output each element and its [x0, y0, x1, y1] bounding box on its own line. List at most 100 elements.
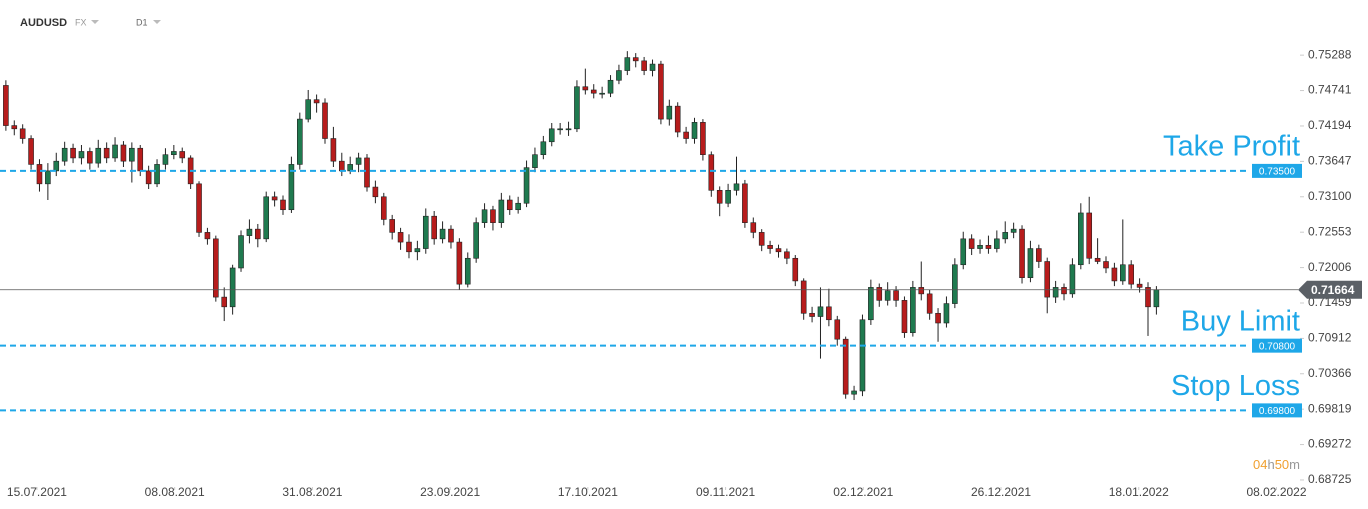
symbol[interactable]: AUDUSD	[20, 17, 67, 29]
countdown-part: h	[1267, 457, 1274, 472]
candle-body	[305, 99, 312, 120]
candle-body	[985, 245, 992, 249]
candle-body	[414, 248, 421, 253]
candle-body	[246, 228, 253, 236]
candle-body	[456, 241, 463, 285]
x-tick-label: 26.12.2021	[971, 485, 1031, 499]
candle-body	[590, 89, 597, 94]
candle-body	[154, 164, 160, 185]
candle-body	[263, 196, 270, 240]
candle-body	[758, 232, 765, 246]
candle-body	[171, 151, 177, 156]
candle-body	[624, 57, 631, 71]
candle-body	[145, 170, 152, 185]
y-tick-label: 0.75288	[1308, 47, 1352, 61]
candle-body	[968, 238, 975, 249]
candle-body	[397, 232, 404, 243]
candle-body	[649, 63, 656, 71]
candle-body	[322, 102, 328, 139]
candle-body	[750, 222, 757, 233]
last-price-tag	[1298, 280, 1362, 299]
candle-body	[1153, 289, 1160, 308]
candle-body	[204, 232, 211, 240]
candle-body	[523, 167, 530, 204]
x-tick-label: 15.07.2021	[7, 485, 67, 499]
candle-body	[826, 306, 832, 321]
candle-body	[708, 154, 715, 191]
candle-body	[582, 86, 589, 91]
candle-body	[943, 303, 950, 324]
candle-body	[994, 238, 1000, 249]
candle-body	[389, 219, 395, 233]
candle-body	[775, 248, 782, 253]
candle-body	[1069, 264, 1076, 295]
x-tick-label: 09.11.2021	[696, 485, 755, 499]
countdown: 04h50m	[1253, 457, 1300, 472]
candle-body	[868, 287, 874, 321]
candle-body	[599, 92, 605, 95]
candle-body	[893, 290, 899, 301]
level-name: Stop Loss	[1171, 370, 1300, 402]
candle-body	[616, 70, 622, 81]
candle-body	[280, 199, 286, 211]
candle-body	[297, 118, 303, 165]
level-tag	[1252, 403, 1302, 418]
y-tick-label: 0.69272	[1308, 437, 1352, 451]
candle-body	[1094, 257, 1101, 262]
candle-body	[784, 251, 790, 259]
candle-body	[1111, 267, 1118, 282]
y-tick-label: 0.70912	[1308, 331, 1352, 345]
x-tick-label: 08.08.2021	[145, 485, 205, 499]
candle-body	[213, 238, 219, 298]
candle-body	[532, 154, 538, 168]
dropdown-arrow[interactable]	[91, 20, 99, 24]
candle-body	[380, 196, 387, 220]
candle-body	[45, 170, 51, 185]
candle-body	[742, 183, 748, 223]
countdown-part: 04	[1253, 457, 1267, 472]
candle-body	[1120, 264, 1126, 282]
x-tick-label: 23.09.2021	[420, 485, 480, 499]
candle-body	[540, 141, 547, 156]
candle-body	[490, 209, 496, 223]
candle-body	[952, 264, 958, 304]
candle-body	[11, 125, 18, 130]
candle-body	[809, 312, 815, 317]
x-tick-label: 02.12.2021	[833, 485, 893, 499]
candle-body	[1002, 232, 1009, 240]
candle-body	[926, 293, 933, 314]
candle-body	[288, 164, 295, 211]
dropdown-arrow[interactable]	[153, 20, 161, 24]
candle-body	[918, 287, 925, 295]
countdown-part: m	[1289, 457, 1300, 472]
candle-body	[1086, 212, 1093, 259]
candle-body	[19, 128, 26, 139]
candle-body	[448, 228, 454, 243]
candle-body	[464, 257, 471, 285]
candle-body	[330, 138, 337, 162]
candle-body	[78, 151, 85, 159]
candle-body	[338, 160, 345, 172]
candle-body	[1027, 248, 1034, 278]
y-tick-label: 0.72553	[1308, 224, 1352, 238]
market[interactable]: FX	[75, 17, 87, 27]
candle-body	[1128, 264, 1135, 285]
y-tick-label: 0.72006	[1308, 260, 1352, 274]
candle-body	[498, 199, 505, 223]
candle-body	[658, 63, 664, 120]
candle-body	[313, 99, 320, 104]
candle-body	[632, 57, 639, 62]
candle-body	[1103, 261, 1109, 269]
candle-body	[641, 60, 647, 71]
candle-body	[28, 138, 34, 165]
y-tick-label: 0.74741	[1308, 83, 1352, 97]
candle-body	[935, 312, 941, 324]
timeframe[interactable]: D1	[136, 17, 148, 27]
candle-body	[800, 280, 807, 314]
candle-body	[901, 300, 908, 334]
candle-body	[95, 147, 102, 164]
x-tick-label: 17.10.2021	[558, 485, 618, 499]
candle-body	[1136, 283, 1143, 288]
candle-body	[355, 157, 362, 165]
